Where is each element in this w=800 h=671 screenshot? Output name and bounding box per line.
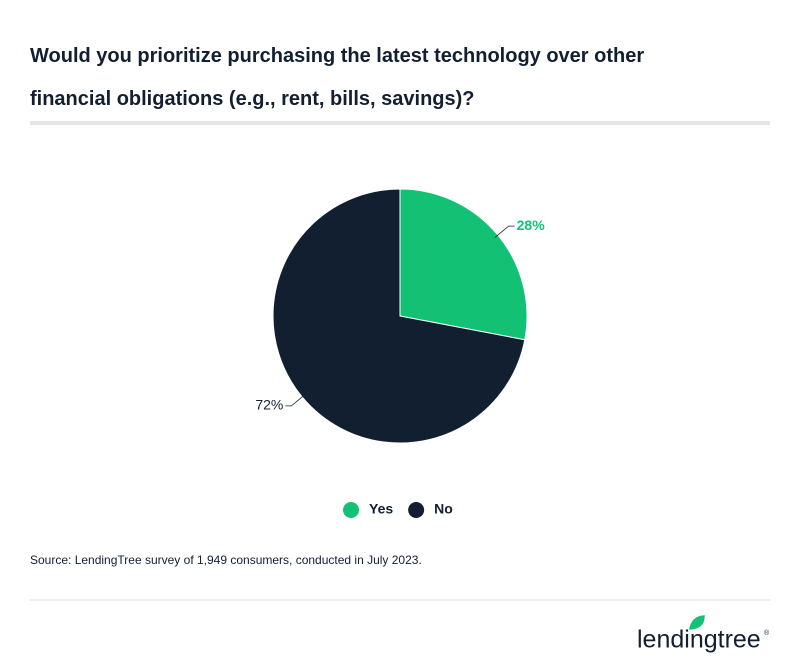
logo-mark: ® <box>764 629 770 637</box>
data-label: 28% <box>517 217 546 233</box>
leader-line <box>285 394 306 407</box>
legend-label: Yes <box>369 501 393 517</box>
chart-title: Would you prioritize purchasing the late… <box>30 45 644 110</box>
separator <box>30 121 770 125</box>
logo-leaf <box>689 615 705 630</box>
source-note: Source: LendingTree survey of 1,949 cons… <box>30 553 422 567</box>
legend-label: No <box>434 501 453 517</box>
logo: lendingtree <box>637 626 761 654</box>
leader-line <box>494 225 515 238</box>
data-label: 72% <box>255 397 283 413</box>
legend-swatch <box>408 502 425 518</box>
legend-swatch <box>343 502 359 518</box>
